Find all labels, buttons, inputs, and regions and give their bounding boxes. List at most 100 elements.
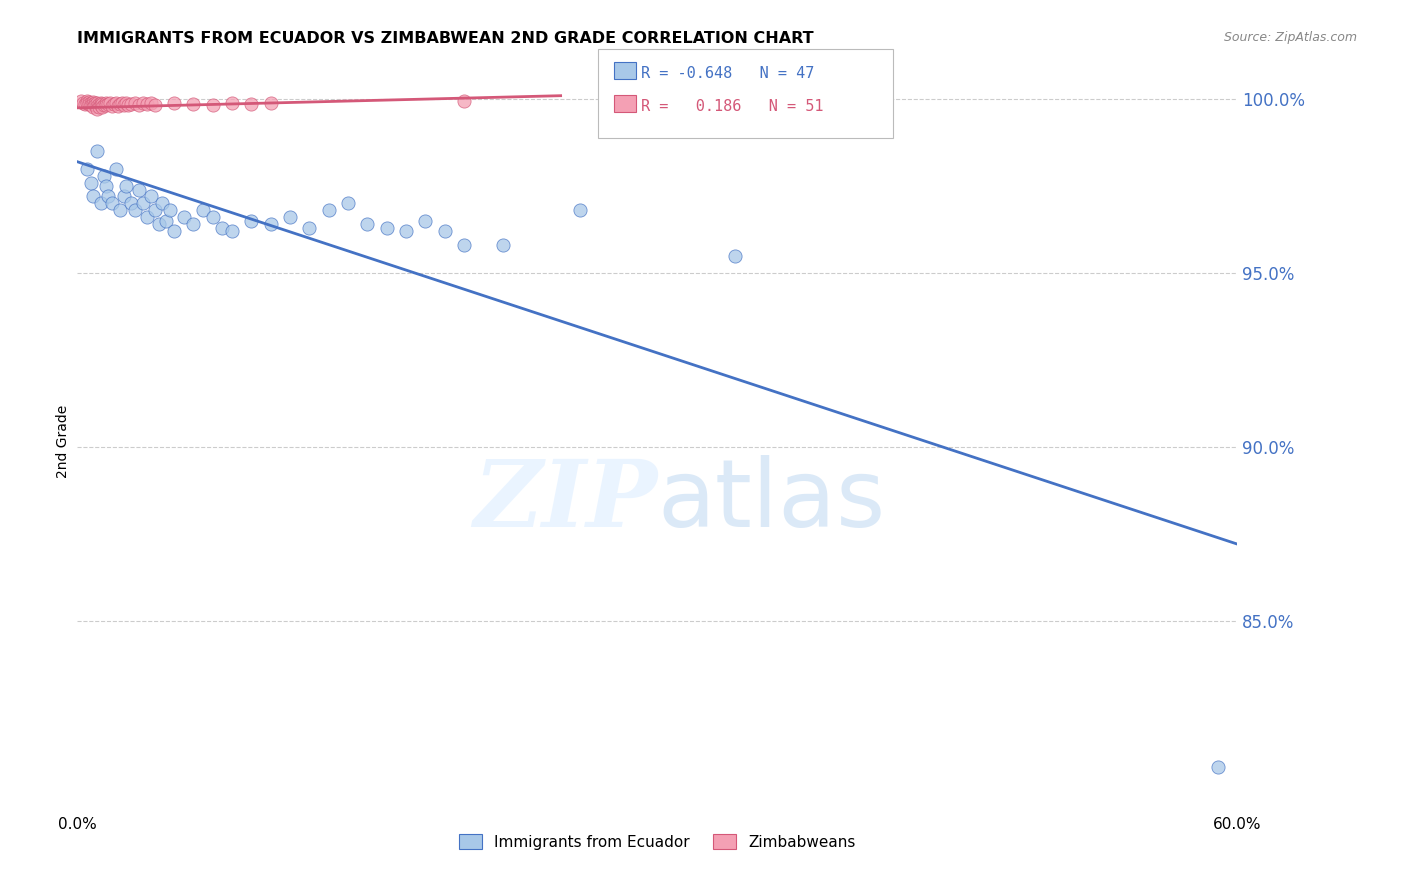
Point	[124, 96, 146, 111]
Point	[87, 97, 110, 112]
Point	[132, 95, 155, 110]
Point	[90, 98, 111, 112]
Point	[260, 95, 283, 110]
Text: atlas: atlas	[658, 455, 886, 547]
Point	[86, 99, 108, 113]
Point	[76, 96, 98, 111]
Point	[103, 97, 125, 112]
Text: ZIP: ZIP	[472, 456, 658, 546]
Point	[105, 161, 127, 176]
Point	[70, 94, 93, 108]
Point	[121, 196, 143, 211]
Point	[105, 96, 127, 111]
Point	[93, 98, 115, 112]
Point	[148, 217, 170, 231]
Point	[221, 96, 243, 111]
Y-axis label: 2nd Grade: 2nd Grade	[56, 405, 70, 478]
Point	[112, 189, 135, 203]
Text: R =   0.186   N = 51: R = 0.186 N = 51	[641, 99, 824, 113]
Point	[82, 189, 104, 203]
Point	[163, 224, 186, 238]
Point	[96, 179, 118, 194]
Point	[211, 220, 233, 235]
Point	[101, 196, 124, 211]
Point	[82, 95, 104, 109]
Point	[108, 97, 131, 112]
Point	[80, 176, 103, 190]
Point	[83, 98, 105, 112]
Point	[96, 95, 118, 110]
Point	[569, 203, 592, 218]
Point	[96, 98, 118, 112]
Point	[82, 97, 104, 112]
Point	[90, 95, 111, 110]
Point	[114, 179, 136, 194]
Point	[159, 203, 181, 218]
Point	[337, 196, 360, 211]
Legend: Immigrants from Ecuador, Zimbabweans: Immigrants from Ecuador, Zimbabweans	[453, 828, 862, 856]
Point	[240, 214, 263, 228]
Point	[136, 211, 159, 225]
Point	[298, 220, 321, 235]
Point	[240, 97, 263, 112]
Point	[395, 224, 418, 238]
Point	[413, 214, 436, 228]
Point	[163, 96, 186, 111]
Point	[260, 217, 283, 231]
Point	[128, 182, 150, 196]
Text: IMMIGRANTS FROM ECUADOR VS ZIMBABWEAN 2ND GRADE CORRELATION CHART: IMMIGRANTS FROM ECUADOR VS ZIMBABWEAN 2N…	[77, 31, 814, 46]
Point	[101, 99, 124, 113]
Point	[152, 196, 174, 211]
Point	[111, 95, 134, 110]
Point	[433, 224, 456, 238]
Point	[114, 96, 136, 111]
Point	[453, 94, 475, 108]
Point	[492, 238, 515, 252]
Point	[128, 98, 150, 112]
Point	[80, 98, 103, 112]
Point	[173, 211, 195, 225]
Point	[278, 211, 301, 225]
Point	[453, 238, 475, 252]
Point	[87, 100, 110, 114]
Point	[75, 97, 96, 112]
Point	[107, 99, 129, 113]
Point	[121, 97, 143, 112]
Point	[136, 97, 159, 112]
Point	[183, 217, 205, 231]
Point	[86, 102, 108, 116]
Point	[724, 249, 747, 263]
Point	[86, 145, 108, 159]
Point	[97, 97, 120, 112]
Point	[124, 203, 146, 218]
Point	[98, 96, 121, 111]
Point	[155, 214, 177, 228]
Point	[221, 224, 243, 238]
Point	[90, 196, 111, 211]
Point	[83, 95, 105, 110]
Point	[117, 98, 139, 112]
Point	[139, 189, 162, 203]
Point	[143, 98, 166, 112]
Point	[76, 161, 98, 176]
Point	[76, 94, 98, 108]
Point	[132, 196, 155, 211]
Point	[77, 95, 100, 109]
Point	[86, 96, 108, 111]
Point	[191, 203, 214, 218]
Point	[139, 96, 162, 111]
Point	[375, 220, 398, 235]
Point	[97, 189, 120, 203]
Point	[112, 98, 135, 112]
Point	[82, 100, 104, 114]
Point	[201, 98, 224, 112]
Point	[108, 203, 131, 218]
Point	[93, 169, 115, 183]
Point	[72, 95, 94, 110]
Point	[318, 203, 340, 218]
Point	[201, 211, 224, 225]
Point	[356, 217, 378, 231]
Point	[183, 97, 205, 112]
Point	[1206, 759, 1229, 773]
Text: R = -0.648   N = 47: R = -0.648 N = 47	[641, 66, 814, 80]
